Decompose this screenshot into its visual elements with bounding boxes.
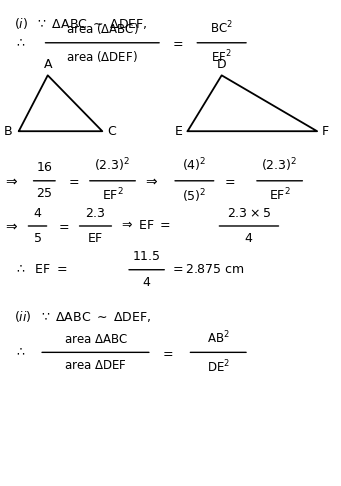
Text: $11.5$: $11.5$: [132, 250, 161, 263]
Text: $=$: $=$: [170, 36, 184, 49]
Text: D: D: [217, 58, 226, 71]
Text: $\mathrm{EF}^2$: $\mathrm{EF}^2$: [269, 187, 291, 204]
Text: C: C: [107, 125, 116, 138]
Text: $(2.3)^2$: $(2.3)^2$: [262, 157, 298, 174]
Text: $=$: $=$: [66, 174, 80, 187]
Text: E: E: [175, 125, 182, 138]
Text: $=$: $=$: [160, 346, 174, 359]
Text: area ($\Delta$DEF): area ($\Delta$DEF): [66, 49, 138, 64]
Text: $(4)^2$: $(4)^2$: [182, 157, 207, 174]
Text: $2.3$: $2.3$: [85, 207, 106, 220]
Text: area $\Delta$ABC: area $\Delta$ABC: [63, 333, 128, 346]
Text: $4$: $4$: [142, 276, 151, 289]
Text: $4$: $4$: [244, 232, 254, 245]
Text: area ($\Delta$ABC): area ($\Delta$ABC): [66, 21, 139, 36]
Text: $(ii)$  $\because$ $\Delta$ABC $\sim$ $\Delta$DEF,: $(ii)$ $\because$ $\Delta$ABC $\sim$ $\D…: [14, 309, 151, 324]
Text: $= 2.875$ cm: $= 2.875$ cm: [170, 263, 245, 276]
Text: $25$: $25$: [36, 187, 53, 200]
Text: $\mathrm{EF}$: $\mathrm{EF}$: [87, 232, 104, 245]
Text: $16$: $16$: [36, 161, 53, 174]
Text: EF$^2$: EF$^2$: [211, 49, 232, 66]
Text: F: F: [322, 125, 329, 138]
Text: B: B: [3, 125, 12, 138]
Text: $2.3 \times 5$: $2.3 \times 5$: [227, 207, 271, 220]
Text: $\therefore$: $\therefore$: [14, 36, 25, 49]
Text: $\Rightarrow$: $\Rightarrow$: [3, 219, 19, 233]
Text: $\therefore$: $\therefore$: [14, 346, 25, 359]
Text: $\Rightarrow$: $\Rightarrow$: [143, 174, 159, 188]
Text: $5$: $5$: [33, 232, 42, 245]
Text: $=$: $=$: [222, 174, 235, 187]
Text: $\therefore$  EF $=$: $\therefore$ EF $=$: [14, 263, 67, 276]
Text: A: A: [44, 58, 52, 71]
Text: $\mathrm{AB}^2$: $\mathrm{AB}^2$: [207, 330, 229, 346]
Text: $\mathrm{DE}^2$: $\mathrm{DE}^2$: [207, 359, 230, 375]
Text: $4$: $4$: [33, 207, 42, 220]
Text: $\mathrm{EF}^2$: $\mathrm{EF}^2$: [102, 187, 123, 204]
Text: $\Rightarrow$: $\Rightarrow$: [3, 174, 19, 188]
Text: area $\Delta$DEF: area $\Delta$DEF: [64, 359, 127, 372]
Text: $=$: $=$: [56, 220, 70, 232]
Text: $(i)$  $\because$ $\Delta$ABC $\sim$ $\Delta$DEF,: $(i)$ $\because$ $\Delta$ABC $\sim$ $\De…: [14, 16, 147, 31]
Text: $(5)^2$: $(5)^2$: [182, 187, 207, 205]
Text: BC$^2$: BC$^2$: [210, 20, 233, 36]
Text: $\Rightarrow$ EF $=$: $\Rightarrow$ EF $=$: [119, 220, 172, 232]
Text: $(2.3)^2$: $(2.3)^2$: [94, 157, 131, 174]
